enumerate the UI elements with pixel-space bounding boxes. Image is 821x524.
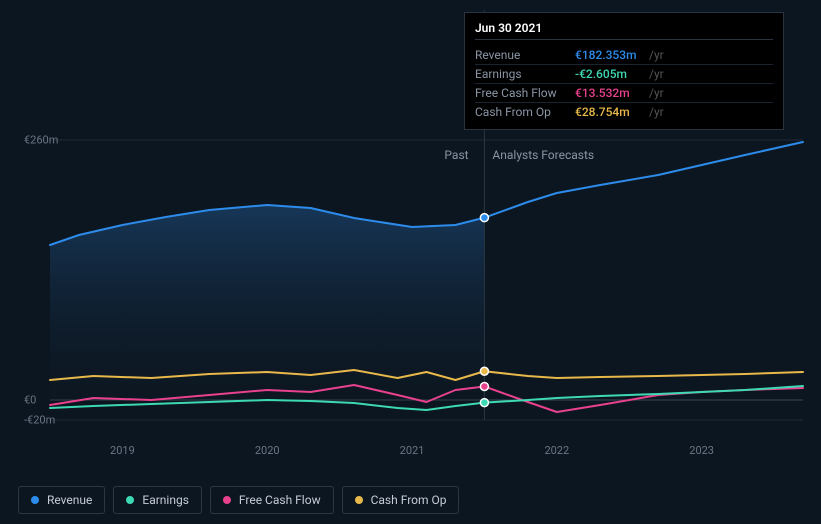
- tooltip-row: Earnings-€2.605m/yr: [475, 65, 773, 84]
- legend-dot-icon: [223, 496, 231, 504]
- tooltip-metric-value: €28.754m: [575, 105, 645, 119]
- tooltip-metric-label: Revenue: [475, 48, 575, 62]
- x-axis-label: 2021: [400, 444, 425, 457]
- legend-label: Revenue: [47, 493, 92, 507]
- x-axis-label: 2023: [689, 444, 714, 457]
- x-axis-label: 2019: [110, 444, 135, 457]
- legend-dot-icon: [126, 496, 134, 504]
- legend-label: Earnings: [142, 493, 189, 507]
- tooltip-unit: /yr: [649, 86, 664, 100]
- tooltip-metric-value: -€2.605m: [575, 67, 645, 81]
- tooltip-metric-value: €13.532m: [575, 86, 645, 100]
- tooltip-metric-label: Free Cash Flow: [475, 86, 575, 100]
- legend-item-cash-from-op[interactable]: Cash From Op: [342, 486, 460, 514]
- tooltip-unit: /yr: [649, 48, 664, 62]
- past-region-label: Past: [444, 148, 468, 162]
- tooltip-rows: Revenue€182.353m/yrEarnings-€2.605m/yrFr…: [475, 46, 773, 121]
- tooltip-date: Jun 30 2021: [475, 21, 773, 40]
- y-axis-label: €0: [24, 394, 36, 407]
- legend-item-earnings[interactable]: Earnings: [113, 486, 202, 514]
- legend-item-free-cash-flow[interactable]: Free Cash Flow: [210, 486, 334, 514]
- tooltip-metric-label: Cash From Op: [475, 105, 575, 119]
- chart-legend: Revenue Earnings Free Cash Flow Cash From O…: [18, 486, 459, 514]
- legend-label: Free Cash Flow: [239, 493, 321, 507]
- tooltip-unit: /yr: [649, 105, 664, 119]
- tooltip-row: Cash From Op€28.754m/yr: [475, 103, 773, 121]
- y-axis-label: -€20m: [24, 414, 55, 427]
- tooltip-metric-value: €182.353m: [575, 48, 645, 62]
- legend-dot-icon: [355, 496, 363, 504]
- tooltip-row: Revenue€182.353m/yr: [475, 46, 773, 65]
- tooltip-unit: /yr: [649, 67, 664, 81]
- x-axis-label: 2022: [544, 444, 569, 457]
- legend-label: Cash From Op: [371, 493, 447, 507]
- x-axis-label: 2020: [255, 444, 280, 457]
- forecast-region-label: Analysts Forecasts: [492, 148, 594, 162]
- tooltip-row: Free Cash Flow€13.532m/yr: [475, 84, 773, 103]
- chart-tooltip: Jun 30 2021 Revenue€182.353m/yrEarnings-…: [464, 12, 784, 130]
- y-axis-label: €260m: [24, 134, 58, 147]
- legend-item-revenue[interactable]: Revenue: [18, 486, 105, 514]
- legend-dot-icon: [31, 496, 39, 504]
- tooltip-metric-label: Earnings: [475, 67, 575, 81]
